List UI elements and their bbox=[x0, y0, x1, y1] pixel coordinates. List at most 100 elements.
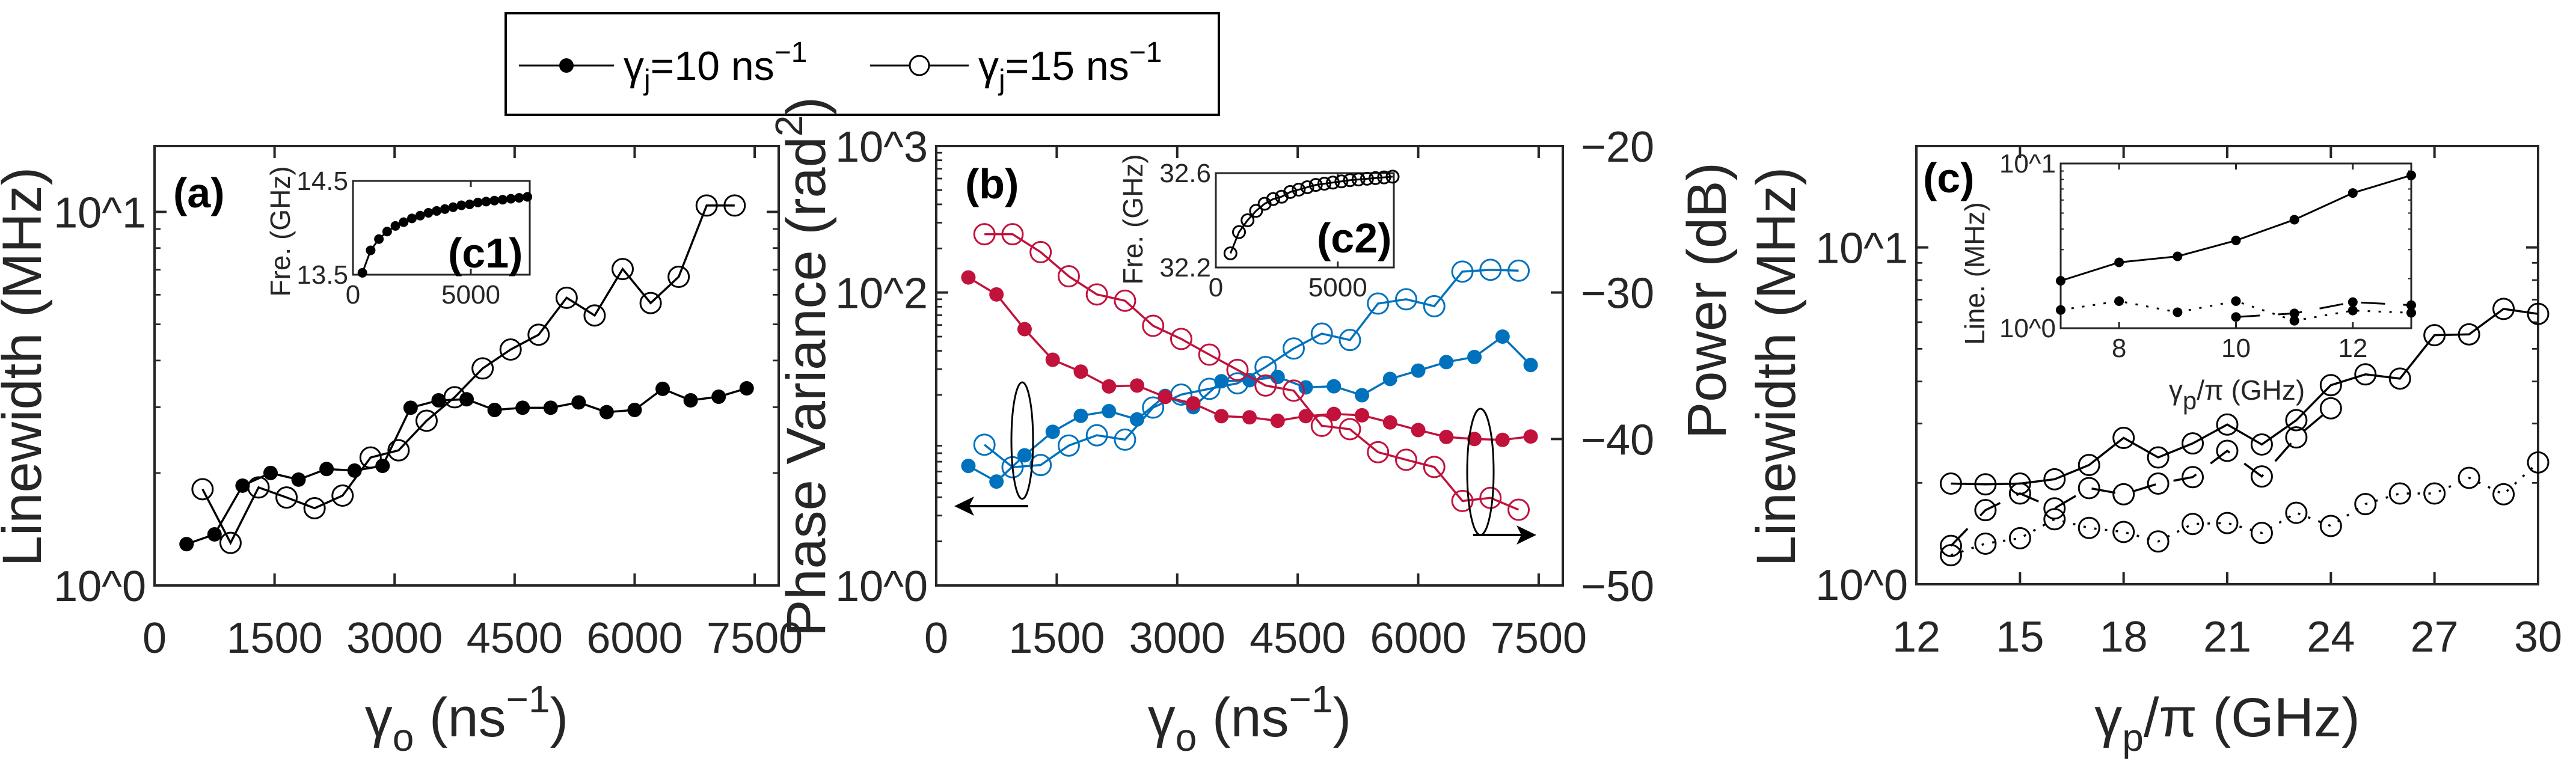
data-point bbox=[1451, 260, 1474, 283]
data-point bbox=[2527, 302, 2550, 325]
data-point bbox=[961, 270, 976, 285]
data-point bbox=[639, 292, 662, 314]
data-point bbox=[1029, 454, 1052, 477]
data-point bbox=[2354, 493, 2377, 516]
data-point bbox=[1001, 223, 1024, 246]
data-point bbox=[2231, 236, 2241, 246]
data-point bbox=[1523, 429, 1538, 444]
data-point bbox=[399, 217, 409, 227]
data-point bbox=[2492, 483, 2515, 506]
data-point bbox=[1223, 246, 1237, 260]
panel-label-a: (a) bbox=[173, 170, 225, 216]
data-point bbox=[2112, 427, 2135, 450]
data-point bbox=[1198, 343, 1221, 366]
data-point bbox=[2348, 305, 2358, 316]
x-tick-label: 0 bbox=[1209, 273, 1223, 302]
data-point bbox=[2289, 308, 2299, 319]
chart-c1: 0 5000 13.5 14.5 bbox=[296, 167, 533, 310]
x-tick-label: 18 bbox=[2100, 613, 2148, 661]
x-tick-label: 3000 bbox=[1129, 614, 1225, 662]
data-point bbox=[471, 357, 494, 380]
data-point bbox=[543, 400, 558, 415]
data-point bbox=[2388, 367, 2411, 390]
data-point bbox=[1254, 374, 1277, 397]
data-point bbox=[499, 338, 522, 361]
panel-label-c1: (c1) bbox=[448, 230, 523, 277]
data-point bbox=[2527, 451, 2550, 474]
data-point bbox=[2078, 477, 2100, 500]
data-point bbox=[291, 472, 306, 487]
series-c-2 bbox=[1939, 451, 2550, 567]
data-point bbox=[1439, 355, 1454, 370]
data-point bbox=[514, 193, 524, 203]
series-line bbox=[2236, 301, 2412, 318]
x-tick-label: 5000 bbox=[1308, 273, 1367, 302]
x-tick-label: 10 bbox=[2221, 334, 2251, 363]
x-tick-label: 0 bbox=[924, 614, 948, 662]
data-point bbox=[1300, 180, 1314, 195]
series-line bbox=[1951, 308, 2539, 486]
data-point bbox=[1507, 259, 1530, 282]
data-point bbox=[667, 266, 690, 289]
x-tick-label: 24 bbox=[2307, 613, 2355, 661]
series-line bbox=[1950, 407, 2332, 547]
x-axis-label-b: γo (ns−1) bbox=[1148, 677, 1352, 759]
data-point bbox=[1283, 185, 1298, 199]
data-point bbox=[1057, 265, 1080, 288]
data-point bbox=[1339, 329, 1361, 352]
legend-marker-open bbox=[909, 55, 930, 76]
data-point bbox=[1326, 176, 1340, 190]
data-point bbox=[2492, 298, 2515, 320]
x-tick-label: 7500 bbox=[1491, 614, 1587, 662]
data-point bbox=[1326, 379, 1342, 394]
data-point bbox=[2147, 446, 2170, 469]
y-tick-label: 10^2 bbox=[835, 270, 928, 318]
data-point bbox=[2147, 472, 2170, 495]
data-point bbox=[1974, 473, 1997, 496]
data-point bbox=[2043, 508, 2066, 531]
data-point bbox=[506, 194, 516, 204]
data-point bbox=[527, 323, 550, 346]
data-point bbox=[1017, 322, 1032, 337]
data-point bbox=[2285, 409, 2308, 432]
data-point bbox=[2423, 324, 2446, 347]
data-point bbox=[2112, 521, 2135, 543]
data-point bbox=[263, 465, 278, 480]
data-point bbox=[1045, 424, 1060, 439]
legend-box bbox=[504, 12, 1220, 116]
data-point bbox=[1467, 432, 1482, 447]
data-point bbox=[2406, 170, 2416, 180]
x-tick-label: 15 bbox=[1996, 613, 2044, 661]
data-point bbox=[1057, 434, 1080, 457]
data-point bbox=[2078, 516, 2100, 539]
data-point bbox=[2182, 466, 2204, 489]
data-point bbox=[1343, 173, 1357, 188]
data-point bbox=[2078, 454, 2100, 477]
data-point bbox=[739, 381, 754, 396]
y-axis-label-c: Linewidth (MHz) bbox=[1746, 167, 1807, 567]
data-point bbox=[1360, 171, 1374, 186]
data-point bbox=[331, 484, 354, 507]
y2-tick-label: −40 bbox=[1581, 416, 1654, 464]
series-c2-0 bbox=[1223, 170, 1400, 260]
legend: γj=10 ns−1 γj=15 ns−1 bbox=[504, 12, 1220, 116]
data-point bbox=[1523, 358, 1538, 373]
series-line bbox=[984, 233, 1520, 511]
data-point bbox=[1367, 292, 1390, 315]
data-point bbox=[2458, 323, 2480, 346]
data-point bbox=[1266, 192, 1280, 206]
data-point bbox=[2285, 426, 2308, 449]
y-axis-label-a: Linewidth (MHz) bbox=[0, 167, 53, 567]
x-tick-label: 3000 bbox=[346, 614, 443, 662]
data-point bbox=[473, 197, 483, 207]
x-tick-label: 1500 bbox=[227, 614, 323, 662]
y2-tick-label: −50 bbox=[1581, 563, 1654, 611]
data-point bbox=[275, 486, 298, 509]
x-tick-label: 7500 bbox=[707, 614, 803, 662]
data-point bbox=[1102, 403, 1117, 418]
data-point bbox=[1186, 396, 1201, 411]
data-point bbox=[973, 223, 996, 246]
data-point bbox=[347, 463, 362, 478]
data-point bbox=[2285, 501, 2308, 524]
data-point bbox=[1073, 408, 1088, 423]
